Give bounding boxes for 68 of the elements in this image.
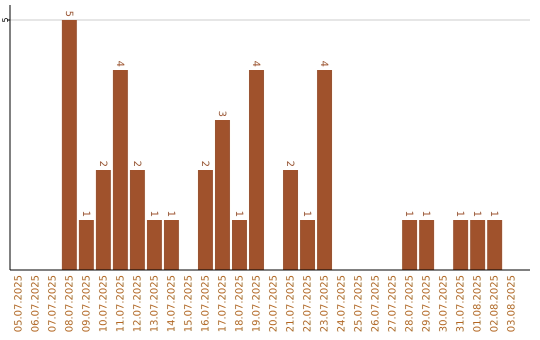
data-label: 1 (454, 210, 466, 217)
x-tick-label: 20.07.2025 (268, 275, 280, 332)
bar (146, 220, 162, 270)
data-label: 2 (198, 160, 210, 167)
x-tick-label: 05.07.2025 (13, 275, 24, 332)
bar (112, 70, 128, 270)
x-tick-label: 11.07.2025 (115, 275, 126, 332)
bar (198, 170, 213, 270)
x-tick-label: 30.07.2025 (438, 275, 450, 332)
bar (130, 170, 145, 270)
bar (164, 220, 179, 270)
x-tick-label: 24.07.2025 (336, 275, 348, 332)
x-tick-label: 23.07.2025 (320, 275, 331, 332)
x-tick-label: 27.07.2025 (388, 275, 399, 332)
data-label: 4 (318, 60, 330, 67)
data-label: 1 (164, 210, 176, 217)
data-label: 4 (114, 60, 125, 67)
bar (249, 70, 264, 270)
bar (470, 220, 486, 270)
x-tick-label: 16.07.2025 (200, 275, 212, 332)
data-label: 1 (301, 210, 312, 217)
bar (453, 220, 468, 270)
bar (96, 170, 111, 270)
x-tick-label: 15.07.2025 (183, 275, 194, 332)
data-label: 3 (216, 110, 227, 117)
data-label: 4 (250, 60, 261, 67)
x-tick-label: 09.07.2025 (81, 275, 92, 332)
x-tick-label: 22.07.2025 (302, 275, 314, 332)
x-tick-label: 17.07.2025 (217, 275, 228, 332)
x-tick-label: 02.08.2025 (490, 275, 501, 332)
x-tick-label: 25.07.2025 (354, 275, 365, 332)
x-tick-label: 12.07.2025 (132, 275, 144, 332)
data-label: 1 (420, 210, 432, 217)
x-tick-label: 18.07.2025 (234, 275, 246, 332)
bar (62, 20, 77, 270)
x-tick-label: 21.07.2025 (286, 275, 297, 332)
x-tick-label: 13.07.2025 (149, 275, 160, 332)
data-label: 1 (148, 210, 159, 217)
x-tick-label: 07.07.2025 (47, 275, 58, 332)
x-tick-label: 03.08.2025 (506, 275, 518, 332)
bar (232, 220, 247, 270)
bar (419, 220, 434, 270)
x-tick-label: 29.07.2025 (422, 275, 433, 332)
x-tick-label: 28.07.2025 (404, 275, 416, 332)
data-label: 2 (96, 160, 108, 167)
x-tick-label: 31.07.2025 (456, 275, 467, 332)
bar (283, 170, 298, 270)
data-label: 1 (232, 210, 244, 217)
x-tick-label: 19.07.2025 (251, 275, 262, 332)
bar (317, 70, 332, 270)
data-label: 1 (471, 210, 482, 217)
x-tick-label: 26.07.2025 (370, 275, 382, 332)
x-tick-label: 01.08.2025 (472, 275, 484, 332)
bar (78, 220, 94, 270)
data-label: 2 (130, 160, 142, 167)
x-tick-label: 08.07.2025 (64, 275, 76, 332)
data-label: 1 (488, 210, 500, 217)
x-tick-label: 06.07.2025 (30, 275, 42, 332)
data-label: 2 (284, 160, 296, 167)
data-label: 5 (62, 10, 74, 17)
data-label: 1 (403, 210, 414, 217)
x-tick-label: 10.07.2025 (98, 275, 110, 332)
bar (487, 220, 502, 270)
bar (402, 220, 418, 270)
x-tick-label: 14.07.2025 (166, 275, 178, 332)
data-label: 1 (80, 210, 91, 217)
bar (214, 120, 230, 270)
bar (300, 220, 316, 270)
